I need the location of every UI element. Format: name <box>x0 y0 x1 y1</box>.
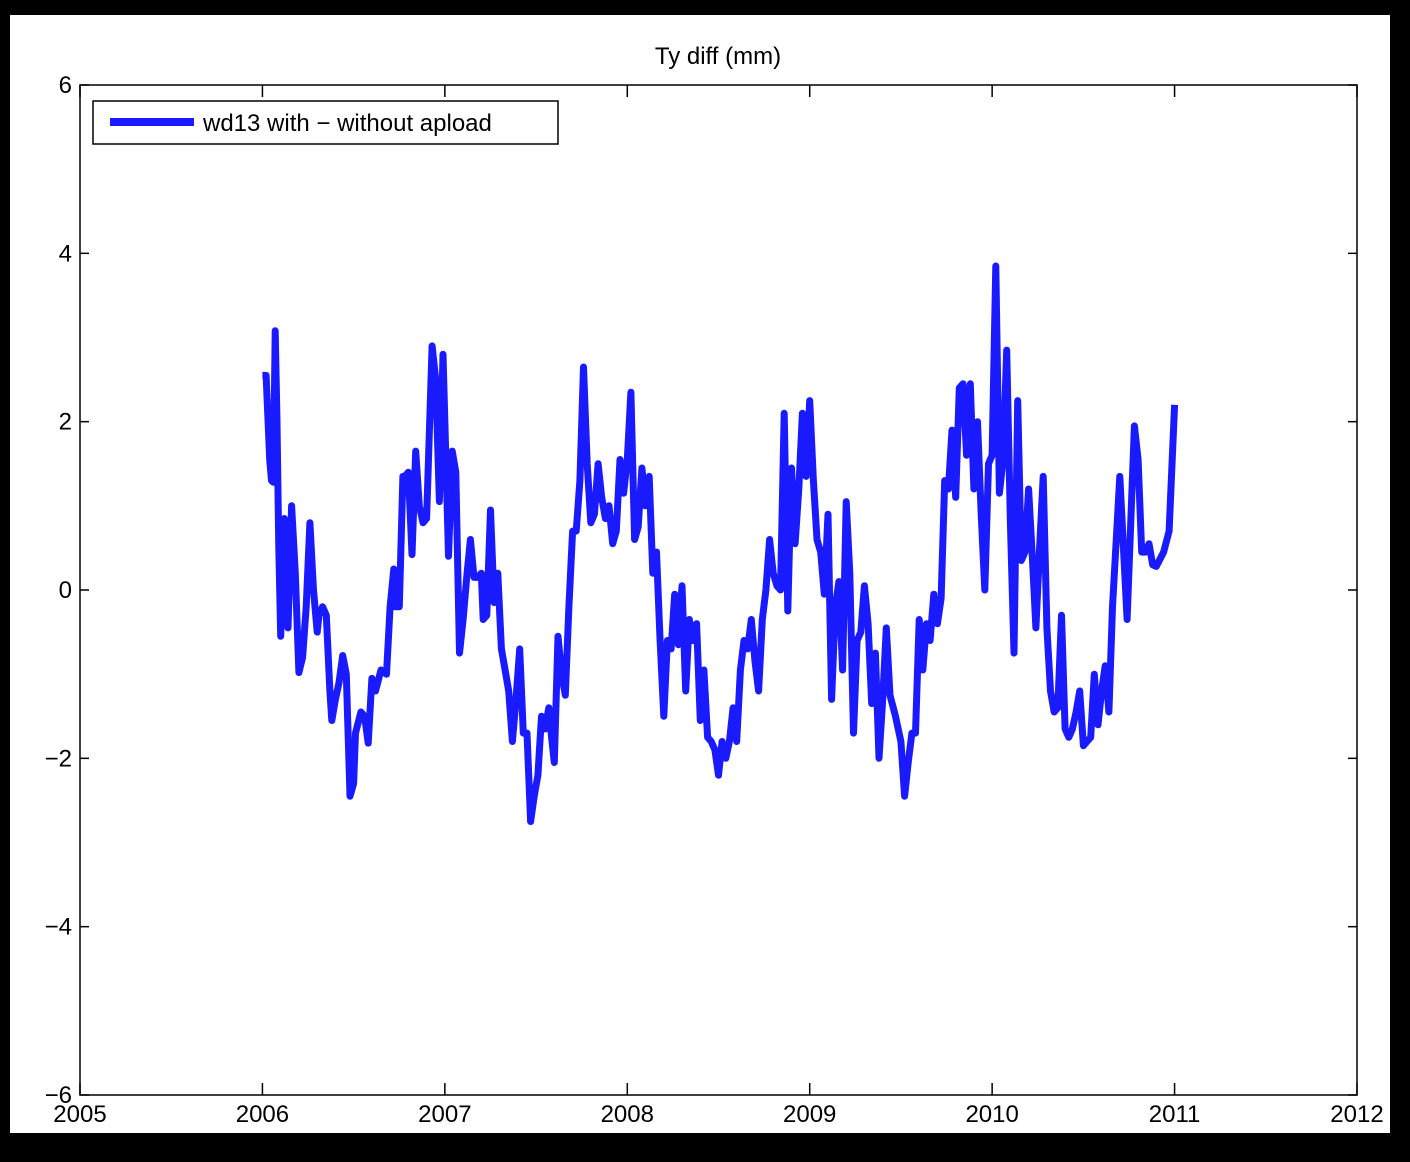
x-tick-label: 2011 <box>1149 1101 1201 1128</box>
series-line-0 <box>262 262 1179 825</box>
x-tick-label: 2009 <box>783 1101 836 1128</box>
x-tick-label: 2006 <box>236 1101 289 1128</box>
x-tick-label: 2012 <box>1330 1101 1383 1128</box>
y-tick-label: −2 <box>45 745 72 772</box>
chart-title: Ty diff (mm) <box>655 43 781 70</box>
x-axis: 2005 2006 2007 2008 2009 2010 2011 2012 <box>53 85 1384 1128</box>
x-tick-label: 2008 <box>601 1101 654 1128</box>
y-tick-label: 4 <box>59 240 72 267</box>
legend-label: wd13 with − without apload <box>202 110 492 137</box>
x-tick-label: 2005 <box>53 1101 106 1128</box>
x-tick-label: 2010 <box>965 1101 1018 1128</box>
series-layer <box>262 262 1179 825</box>
y-tick-label: −4 <box>45 914 72 941</box>
y-axis: −6 −4 −2 0 2 4 6 <box>45 72 1357 1109</box>
x-tick-label: 2007 <box>418 1101 471 1128</box>
y-tick-label: 6 <box>59 72 72 99</box>
y-tick-label: 0 <box>59 577 72 604</box>
y-tick-label: −6 <box>45 1082 72 1109</box>
axes-background <box>10 15 1390 1133</box>
y-tick-label: 2 <box>59 409 72 436</box>
legend[interactable]: wd13 with − without apload <box>92 100 559 145</box>
